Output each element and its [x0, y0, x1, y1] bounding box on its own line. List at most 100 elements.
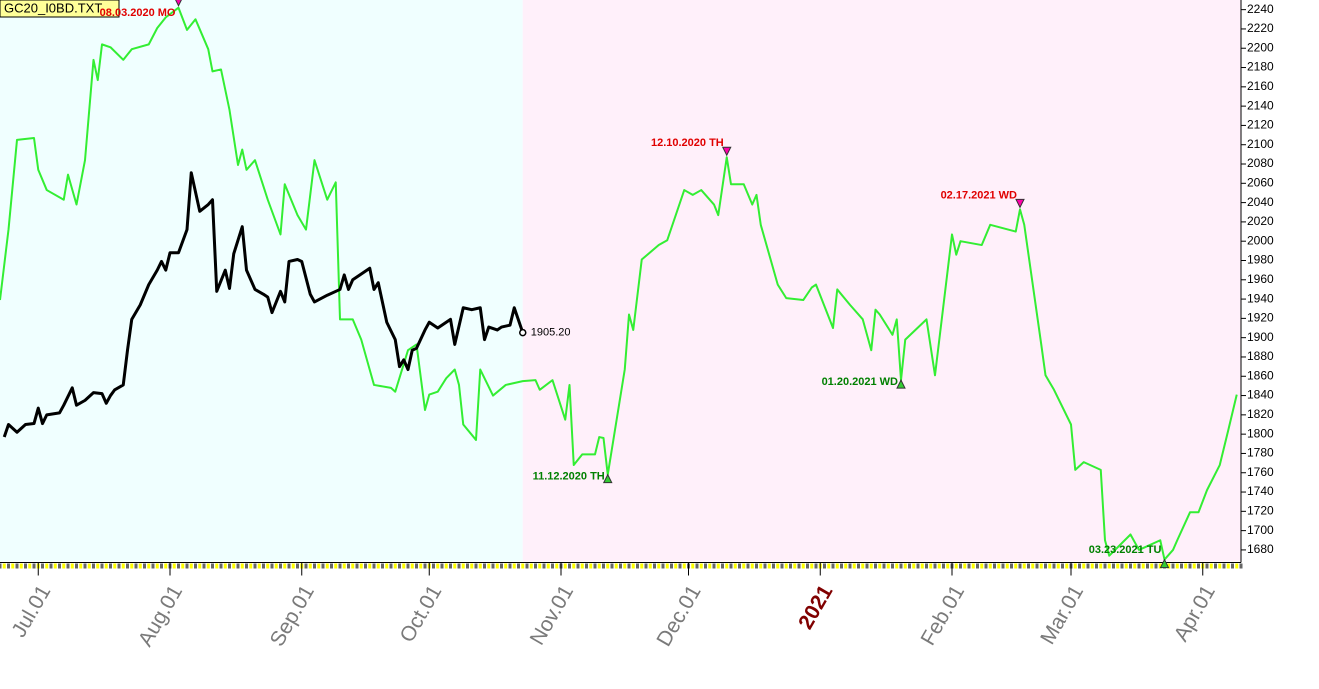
minor-tick [487, 563, 491, 569]
minor-tick [11, 563, 15, 569]
y-tick-label: 1940 [1247, 291, 1274, 305]
y-tick-label: 2140 [1247, 98, 1274, 112]
minor-tick [619, 563, 622, 569]
y-tick-label: 1800 [1247, 426, 1274, 440]
minor-tick [971, 563, 975, 569]
minor-tick [100, 563, 104, 569]
minor-tick [844, 563, 848, 569]
annotation: 11.12.2020 TH [533, 471, 605, 483]
minor-tick [164, 563, 168, 569]
minor-tick [147, 563, 151, 569]
minor-tick [1124, 563, 1128, 569]
minor-tick [636, 563, 639, 569]
minor-tick [15, 563, 19, 569]
y-tick-label: 1880 [1247, 349, 1274, 363]
minor-tick [1129, 563, 1132, 569]
minor-tick [24, 563, 27, 569]
minor-tick [151, 563, 155, 569]
high-marker [1015, 198, 1025, 209]
minor-tick [325, 563, 329, 569]
x-tick-label: Dec.01 [652, 581, 705, 650]
minor-tick [903, 563, 907, 569]
minor-tick [840, 563, 843, 569]
minor-tick [563, 563, 567, 569]
minor-tick [789, 563, 792, 569]
minor-tick [1146, 563, 1149, 569]
series-line [0, 6, 1238, 561]
minor-tick [1048, 563, 1052, 569]
minor-tick [104, 563, 108, 569]
minor-tick [1137, 563, 1141, 569]
minor-tick [249, 563, 253, 569]
x-tick-label: Nov.01 [526, 581, 578, 649]
minor-tick [75, 563, 78, 569]
minor-tick [1192, 563, 1196, 569]
minor-tick [1218, 563, 1222, 569]
minor-tick [827, 563, 831, 569]
minor-tick [1167, 563, 1171, 569]
minor-tick [908, 563, 911, 569]
minor-tick [640, 563, 644, 569]
minor-tick [967, 563, 971, 569]
minor-tick [1120, 563, 1124, 569]
background [0, 0, 1241, 562]
minor-tick [997, 563, 1001, 569]
minor-tick [869, 563, 873, 569]
minor-tick [954, 563, 958, 569]
minor-tick [134, 563, 138, 569]
minor-tick [942, 563, 945, 569]
minor-tick [160, 563, 163, 569]
minor-tick [797, 563, 801, 569]
y-tick-label: 2200 [1247, 40, 1274, 54]
minor-tick [857, 563, 860, 569]
minor-tick [1235, 563, 1239, 569]
minor-tick [444, 563, 448, 569]
minor-tick [126, 563, 129, 569]
minor-tick [53, 563, 57, 569]
minor-tick [746, 563, 750, 569]
minor-tick [393, 563, 397, 569]
minor-tick [920, 563, 924, 569]
minor-tick [1171, 563, 1175, 569]
minor-tick [1188, 563, 1192, 569]
minor-tick [330, 563, 333, 569]
high-marker [721, 146, 732, 157]
minor-tick [852, 563, 856, 569]
minor-tick [810, 563, 814, 569]
minor-tick [606, 563, 610, 569]
minor-tick [937, 563, 941, 569]
minor-tick [529, 563, 533, 569]
minor-tick [389, 563, 393, 569]
minor-tick [474, 563, 478, 569]
minor-tick [385, 563, 389, 569]
minor-tick [716, 563, 720, 569]
low-marker [1159, 558, 1170, 569]
x-tick-label: Aug.01 [134, 581, 187, 650]
minor-tick [963, 563, 967, 569]
minor-tick [1133, 563, 1137, 569]
minor-tick [41, 563, 44, 569]
minor-tick [96, 563, 100, 569]
minor-tick [202, 563, 206, 569]
minor-tick [253, 563, 257, 569]
minor-tick [1180, 563, 1183, 569]
minor-tick [478, 563, 482, 569]
minor-tick [1005, 563, 1009, 569]
minor-tick [1150, 563, 1154, 569]
minor-tick [232, 563, 236, 569]
minor-tick [449, 563, 452, 569]
minor-tick [704, 563, 707, 569]
minor-tick [347, 563, 350, 569]
minor-tick [83, 563, 87, 569]
annotation: 02.17.2021 WD [941, 189, 1017, 201]
minor-tick [194, 563, 197, 569]
minor-tick [453, 563, 457, 569]
minor-tick [1022, 563, 1026, 569]
y-tick-label: 1680 [1247, 542, 1274, 556]
y-tick-label: 2160 [1247, 79, 1274, 93]
minor-tick [610, 563, 614, 569]
x-tick-label: Feb.01 [917, 581, 970, 649]
minor-tick [1001, 563, 1005, 569]
minor-tick [708, 563, 712, 569]
minor-tick [359, 563, 363, 569]
